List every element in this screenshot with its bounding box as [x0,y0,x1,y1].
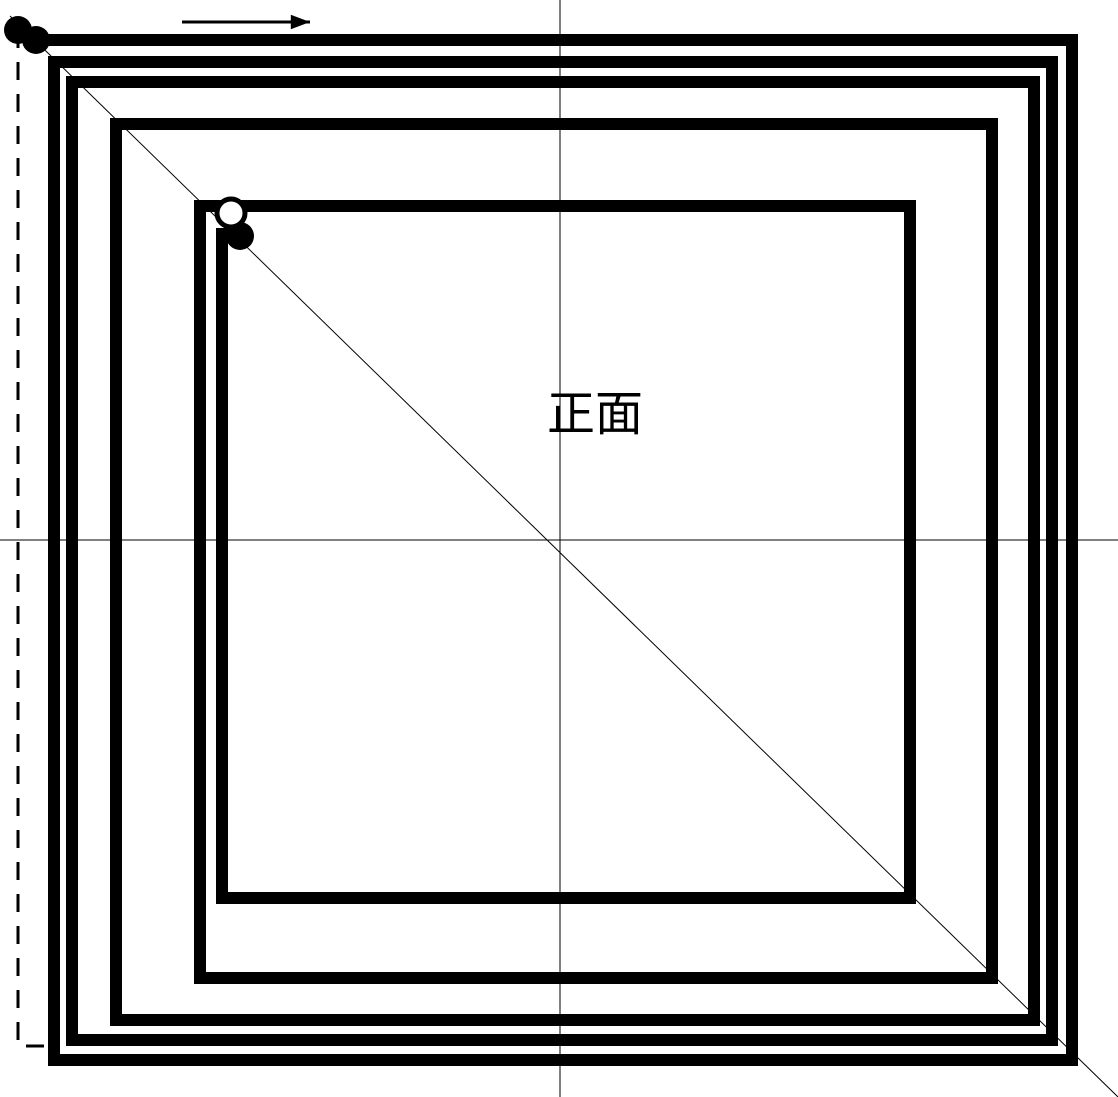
front-face-label: 正面 [547,388,643,441]
spiral-coil-diagram: 正面 [0,0,1118,1097]
axis-diagonal [10,16,1118,1097]
outer-terminal-dot-2 [22,26,50,54]
direction-arrow-head [291,15,310,29]
inner-terminal-open-dot [217,199,245,227]
